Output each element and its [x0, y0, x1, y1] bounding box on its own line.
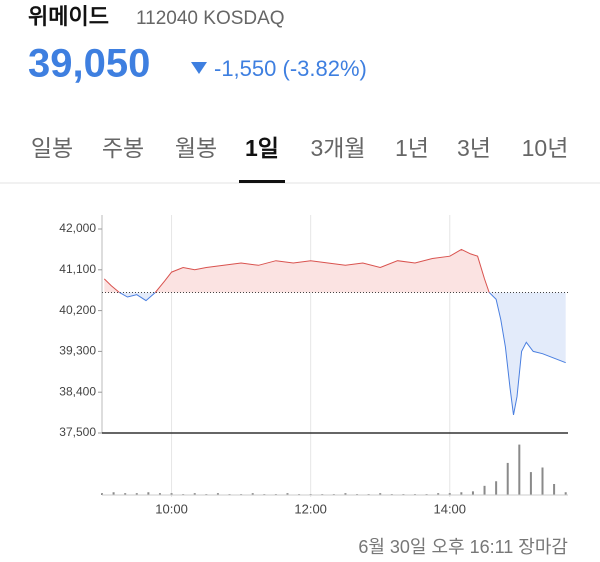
- y-tick-label: 42,000: [59, 221, 96, 235]
- volume-bar: [379, 493, 382, 495]
- volume-bar: [286, 493, 289, 495]
- volume-bar: [135, 493, 138, 495]
- volume-bar: [170, 493, 173, 495]
- stock-code: 112040 KOSDAQ: [136, 8, 285, 29]
- volume-bar: [158, 493, 161, 495]
- volume-bar: [112, 492, 115, 495]
- volume-bar: [251, 493, 254, 495]
- volume-bar: [344, 493, 347, 495]
- x-tick-label: 14:00: [433, 501, 466, 516]
- tab[interactable]: 일봉: [31, 135, 73, 161]
- tab-bar: 일봉 주봉 월봉 1일 3개월 1년 3년 10년: [31, 135, 569, 183]
- volume-bar: [193, 493, 196, 495]
- down-arrow: [191, 62, 207, 74]
- price-line: [118, 292, 566, 415]
- area-below: [104, 292, 566, 415]
- volume-bar: [216, 493, 219, 495]
- y-tick-label: 38,400: [59, 384, 96, 398]
- price-change: -1,550 (-3.82%): [214, 56, 367, 81]
- volume-bar: [529, 472, 532, 495]
- volume-bar: [437, 493, 440, 495]
- tab[interactable]: 1일: [245, 135, 279, 161]
- footer-status: 6월 30일 오후 16:11 장마감: [358, 537, 568, 557]
- volume-bar: [124, 493, 127, 495]
- price-line: [103, 248, 490, 293]
- volume-bar: [448, 493, 451, 495]
- y-tick-label: 41,100: [59, 262, 96, 276]
- tab[interactable]: 월봉: [175, 135, 217, 161]
- tab[interactable]: 주봉: [102, 135, 144, 161]
- tab-underline: [239, 180, 285, 183]
- area-above: [104, 249, 490, 293]
- tab[interactable]: 3년: [457, 135, 491, 161]
- volume-bar: [483, 485, 486, 495]
- volume-bar: [553, 484, 556, 495]
- x-tick-label: 12:00: [294, 501, 327, 516]
- tab[interactable]: 1년: [395, 135, 429, 161]
- stock-name: 위메이드: [28, 4, 109, 29]
- volume-bar: [471, 491, 474, 495]
- y-tick-label: 37,500: [59, 425, 96, 439]
- volume-bar: [506, 462, 509, 495]
- y-tick-label: 40,200: [59, 303, 96, 317]
- price: 39,050: [28, 42, 150, 86]
- volume-bar: [495, 481, 498, 495]
- volume-bar: [460, 492, 463, 495]
- chart: 10:00 12:00 14:00 42,000 41,100 40,200 39,300 3…: [59, 215, 568, 516]
- volume-bar: [564, 492, 567, 495]
- volume-bar: [518, 444, 521, 495]
- tab[interactable]: 3개월: [310, 135, 365, 161]
- y-tick-label: 39,300: [59, 344, 96, 358]
- tab[interactable]: 10년: [522, 135, 569, 161]
- volume-bar: [541, 467, 544, 495]
- x-tick-label: 10:00: [155, 501, 188, 516]
- volume-bar: [147, 492, 150, 495]
- volume-bar: [101, 493, 103, 495]
